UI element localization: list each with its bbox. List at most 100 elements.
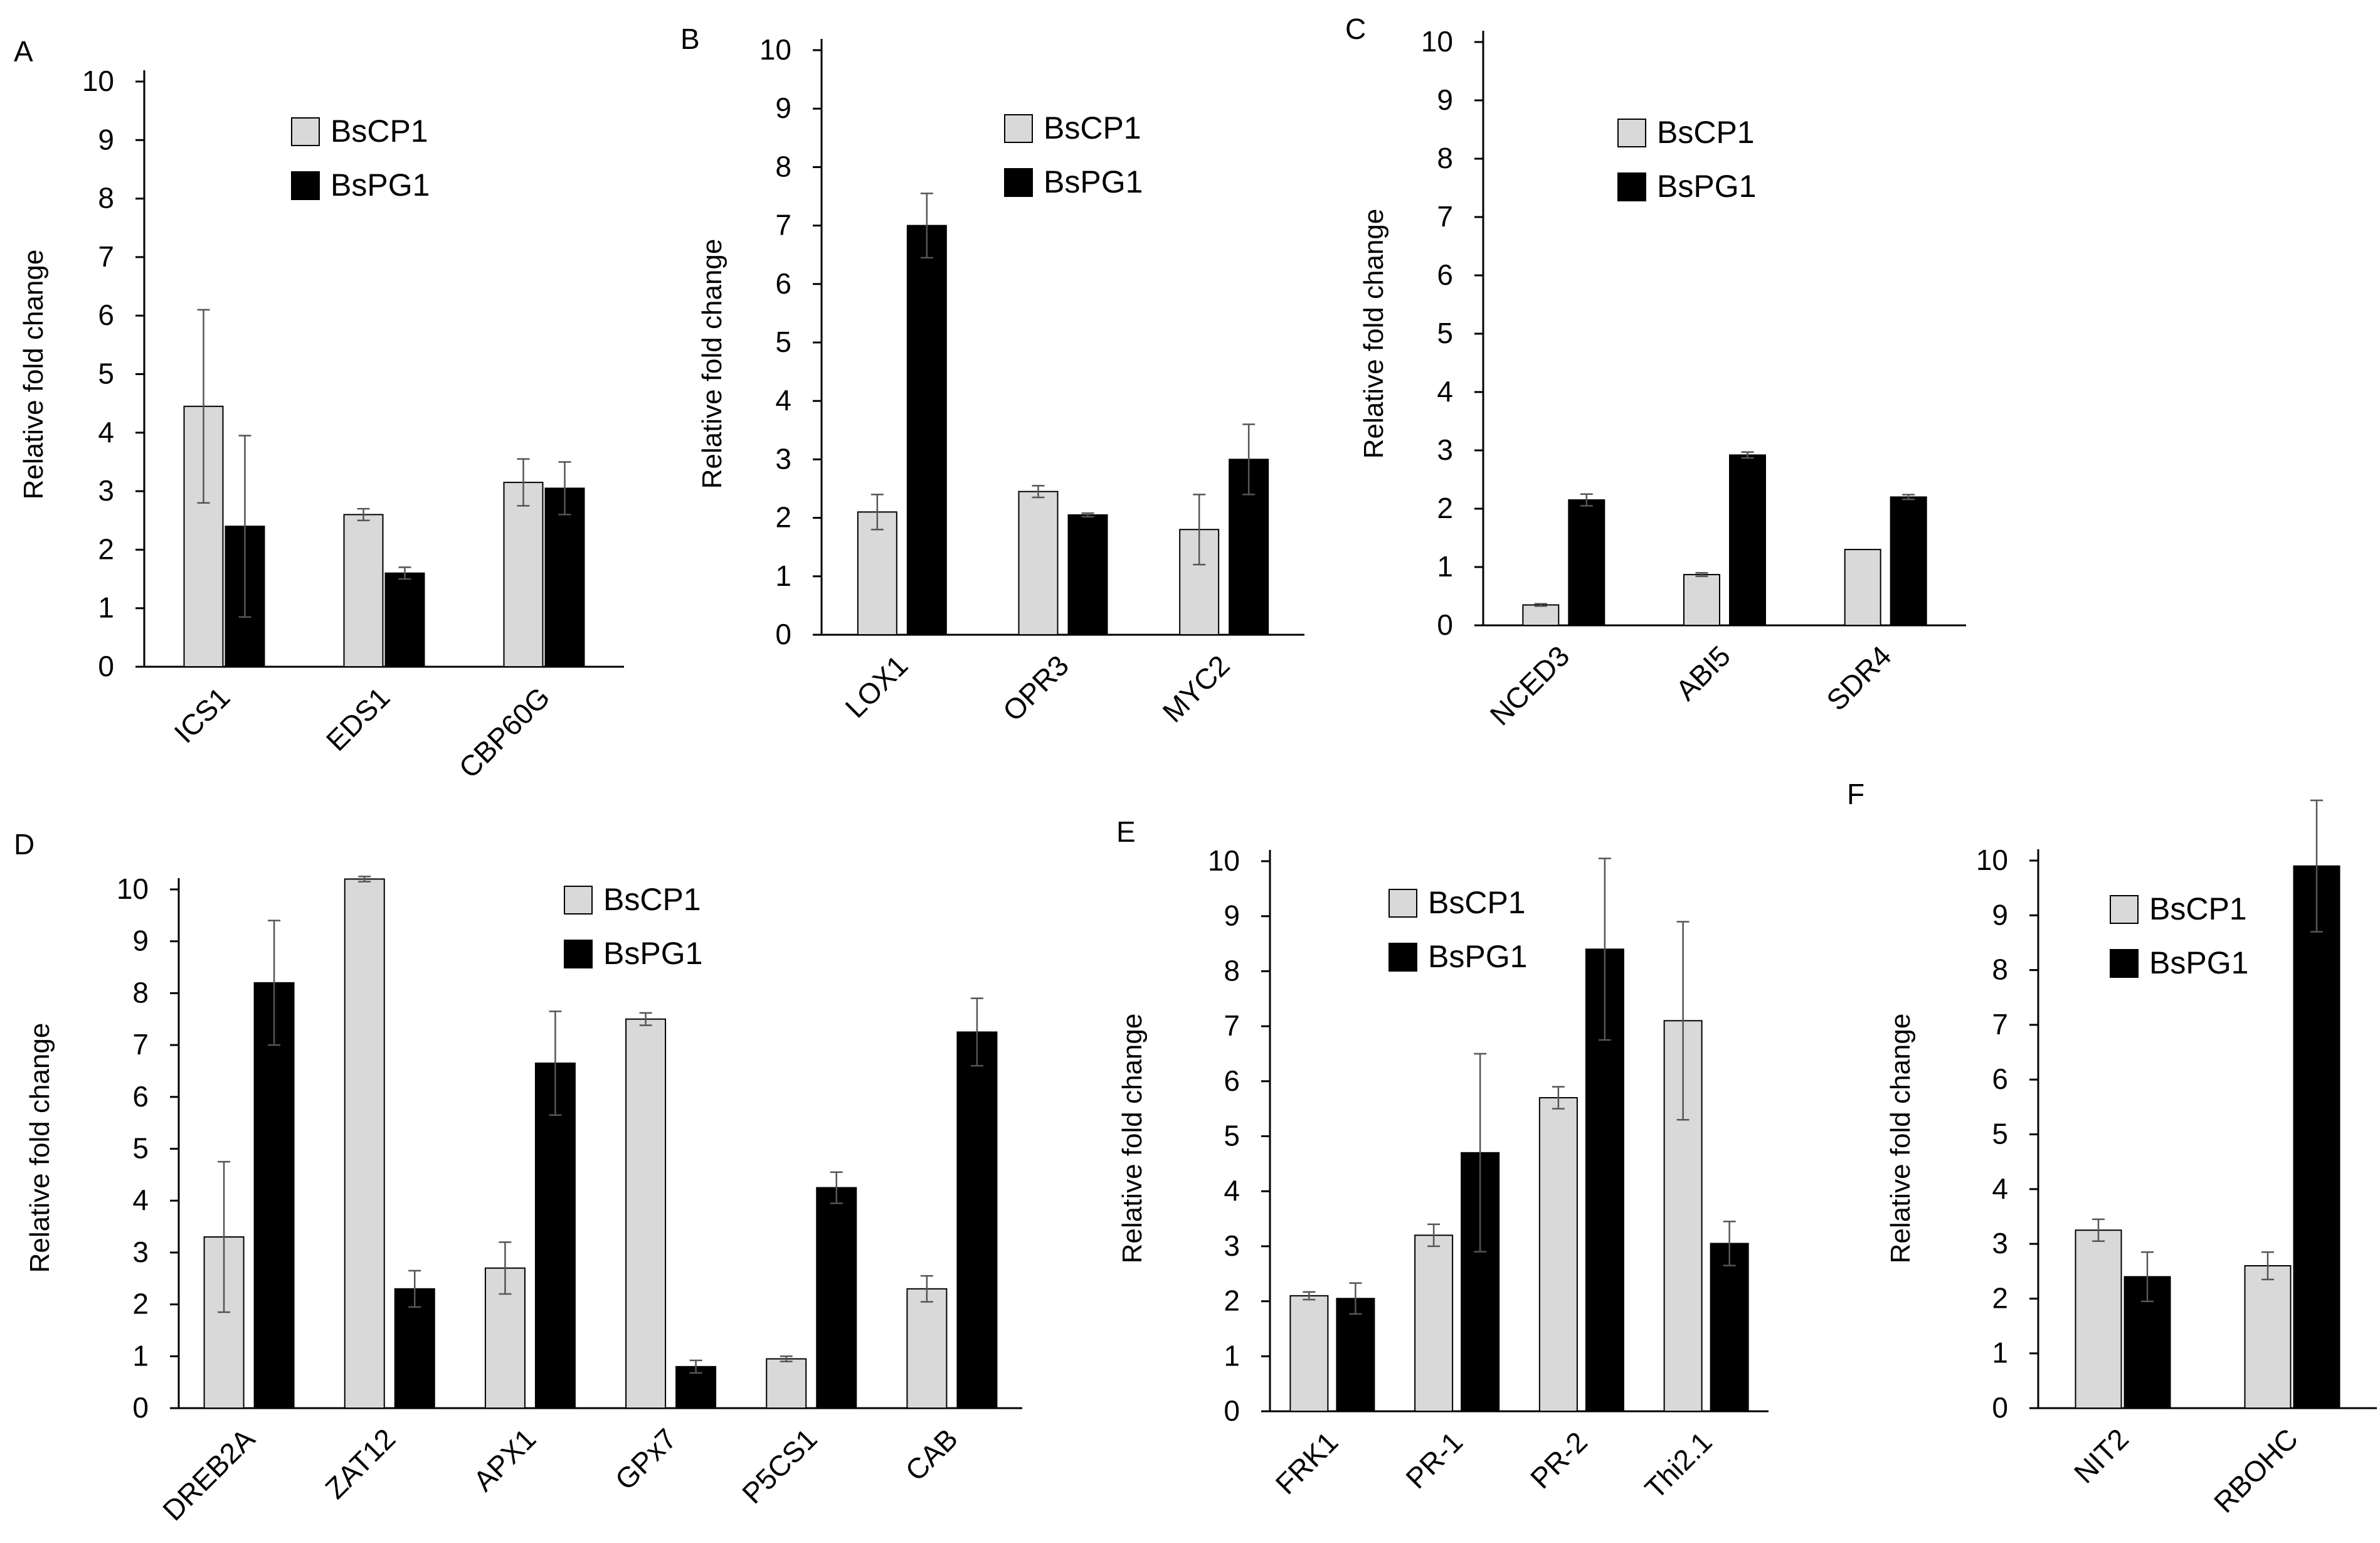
chart-panel-b: 0 1 2 3 4 5 6 7 8 9 10 Relative fold change LOX1 OPR3… [697, 33, 1304, 728]
legend-label-bscp1: BsCP1 [2149, 891, 2247, 926]
y-tick-label-c: 3 [1437, 433, 1453, 466]
y-tick-label-b: 9 [775, 92, 791, 124]
legend-b: BsCP1 BsPG1 [1004, 110, 1143, 199]
bar-bscp1-e-pr-1 [1414, 1234, 1454, 1412]
y-tick-label-a: 4 [98, 416, 114, 448]
error-bar-e-thi2.1 [1723, 1221, 1736, 1266]
bar-bscp1-e-pr-2 [1538, 1097, 1578, 1412]
error-bar-c-nced3 [1580, 493, 1593, 507]
x-tick-label-a: ICS1 [167, 681, 236, 749]
error-bar-e-pr-1 [1474, 1053, 1487, 1253]
legend-label-bspg1: BsPG1 [1044, 164, 1143, 199]
legend-label-bscp1: BsCP1 [331, 114, 428, 149]
legend-swatch-bscp1 [564, 886, 593, 915]
error-bar-b-opr3 [1081, 512, 1094, 517]
chart-panel-a: 0 1 2 3 4 5 6 7 8 9 10 Relative fold change ICS1 EDS1… [18, 65, 624, 784]
bar-bspg1-d-cab [956, 1031, 998, 1409]
x-tick-label-e: FRK1 [1269, 1425, 1345, 1500]
y-tick-label-f: 10 [1976, 844, 2008, 876]
bar-bscp1-f-nit2 [2075, 1229, 2122, 1409]
legend-swatch-bspg1 [1388, 943, 1417, 972]
bar-bscp1-d-apx1 [484, 1267, 526, 1409]
panel-label-c: C [1345, 13, 1366, 45]
y-tick-label-c: 5 [1437, 317, 1453, 349]
y-tick-label-b: 2 [775, 501, 791, 534]
legend-label-bscp1: BsCP1 [603, 882, 701, 917]
y-tick-label-d: 6 [132, 1080, 149, 1113]
x-tick-label-d: DREB2A [156, 1422, 261, 1527]
y-tick-label-e: 9 [1224, 899, 1240, 932]
bar-bspg1-c-nced3 [1568, 499, 1605, 626]
bar-bscp1-d-zat12 [344, 878, 385, 1409]
y-tick-label-b: 5 [775, 326, 791, 358]
bar-bspg1-d-dreb2a [253, 982, 295, 1409]
legend-swatch-bspg1 [1004, 168, 1033, 197]
error-bar-e-frk1 [1303, 1291, 1316, 1301]
bar-bspg1-b-opr3 [1067, 514, 1108, 635]
y-tick-label-d: 10 [117, 872, 149, 905]
error-bar-d-p5cs1 [830, 1171, 843, 1204]
legend-swatch-bscp1 [2110, 895, 2139, 924]
y-tick-label-f: 1 [1992, 1337, 2008, 1369]
y-tick-label-e: 2 [1224, 1285, 1240, 1317]
y-tick-label-a: 3 [98, 474, 114, 507]
error-bar-f-rbohc [2310, 799, 2323, 933]
legend-swatch-bscp1 [1388, 889, 1417, 918]
legend-swatch-bspg1 [1617, 172, 1646, 201]
y-tick-label-d: 1 [132, 1339, 149, 1372]
y-tick-label-e: 0 [1224, 1394, 1240, 1427]
error-bar-b-myc2 [1242, 423, 1256, 496]
y-tick-label-e: 1 [1224, 1339, 1240, 1372]
x-tick-label-b: OPR3 [997, 649, 1075, 727]
y-axis-title-c: Relative fold change [1358, 209, 1389, 459]
legend-swatch-bspg1 [291, 171, 320, 200]
legend-label-bspg1: BsPG1 [2149, 945, 2248, 980]
bar-bscp1-e-frk1 [1289, 1295, 1329, 1413]
y-tick-label-b: 8 [775, 150, 791, 183]
y-tick-label-d: 4 [132, 1184, 149, 1216]
y-tick-label-f: 5 [1992, 1118, 2008, 1150]
error-bar-a-eds1 [357, 507, 370, 521]
x-tick-label-c: NCED3 [1483, 639, 1575, 731]
error-bar-d-gpx7 [689, 1359, 702, 1374]
legend-d: BsCP1 BsPG1 [564, 882, 702, 971]
bar-bspg1-a-cbp60g [544, 487, 585, 667]
y-tick-label-e: 6 [1224, 1064, 1240, 1097]
x-tick-label-d: CAB [899, 1422, 964, 1487]
x-tick-label-d: P5CS1 [736, 1422, 823, 1510]
y-tick-label-b: 6 [775, 267, 791, 300]
bar-bscp1-a-cbp60g [503, 482, 544, 667]
y-tick-label-a: 8 [98, 182, 114, 215]
y-tick-label-e: 7 [1224, 1009, 1240, 1042]
legend-swatch-bscp1 [1004, 114, 1033, 143]
error-bar-d-cab [970, 997, 983, 1067]
x-tick-label-e: Thi2.1 [1639, 1425, 1718, 1505]
legend-label-bscp1: BsCP1 [1657, 115, 1755, 150]
x-tick-label-b: MYC2 [1156, 649, 1236, 728]
bar-bspg1-f-rbohc [2293, 865, 2340, 1409]
y-tick-label-a: 0 [98, 650, 114, 682]
error-bar-a-ics1 [238, 435, 251, 618]
error-bar-d-apx1 [499, 1241, 512, 1295]
error-bar-d-cab [920, 1275, 933, 1303]
y-tick-label-a: 2 [98, 533, 114, 565]
y-tick-label-d: 2 [132, 1288, 149, 1320]
x-tick-label-c: SDR4 [1820, 639, 1898, 717]
panel-label-e: E [1116, 815, 1136, 848]
y-axis-title-d: Relative fold change [24, 1023, 55, 1273]
legend-swatch-bscp1 [1617, 119, 1646, 147]
y-axis-title-b: Relative fold change [697, 239, 727, 489]
error-bar-c-nced3 [1534, 603, 1547, 607]
error-bar-b-lox1 [870, 494, 884, 531]
error-bar-c-sdr4 [1902, 494, 1915, 501]
bar-bspg1-e-thi2.1 [1710, 1243, 1749, 1412]
legend-label-bspg1: BsPG1 [1657, 169, 1756, 204]
y-tick-label-f: 3 [1992, 1227, 2008, 1259]
y-tick-label-e: 3 [1224, 1229, 1240, 1262]
error-bar-c-abi5 [1741, 451, 1754, 459]
bar-bscp1-a-eds1 [343, 514, 384, 667]
bar-bscp1-d-cab [906, 1288, 948, 1409]
error-bar-e-pr-2 [1552, 1086, 1565, 1110]
y-tick-label-b: 4 [775, 384, 791, 416]
y-tick-label-b: 0 [775, 618, 791, 650]
